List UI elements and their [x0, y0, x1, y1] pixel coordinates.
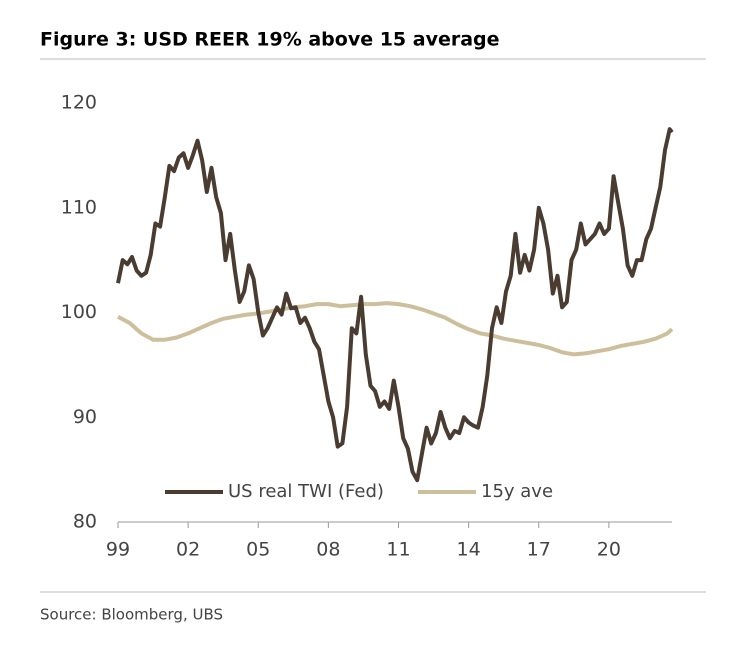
legend-label: 15y ave — [481, 481, 553, 502]
x-tick-label: 20 — [597, 539, 621, 561]
y-tick-label: 80 — [73, 511, 97, 533]
x-tick-label: 14 — [457, 539, 481, 561]
series-line — [116, 127, 674, 483]
x-tick-label: 17 — [527, 539, 551, 561]
x-tick-label: 08 — [316, 539, 340, 561]
chart-title: Figure 3: USD REER 19% above 15 average — [40, 29, 500, 51]
y-tick-label: 100 — [61, 301, 97, 323]
x-tick-label: 02 — [176, 539, 200, 561]
y-tick-label: 110 — [61, 196, 97, 218]
y-tick-label: 90 — [73, 406, 97, 428]
x-tick-label: 99 — [106, 539, 130, 561]
x-tick-label: 05 — [246, 539, 270, 561]
legend-label: US real TWI (Fed) — [228, 481, 384, 502]
series-line — [117, 301, 674, 357]
x-tick-label: 11 — [386, 539, 410, 561]
source: Source: Bloomberg, UBS — [40, 606, 223, 624]
y-tick-label: 120 — [61, 92, 97, 114]
